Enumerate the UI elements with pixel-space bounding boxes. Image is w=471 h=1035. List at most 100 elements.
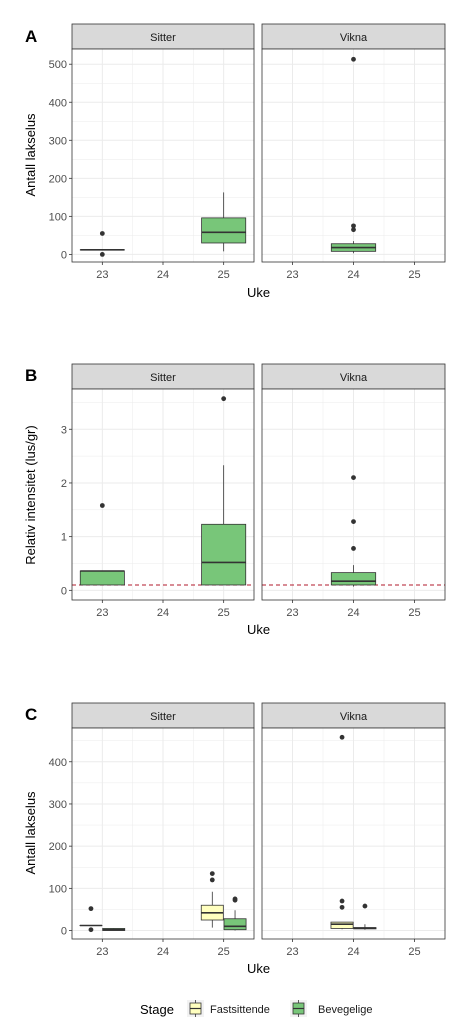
outlier-point bbox=[88, 906, 94, 912]
x-tick-label: 23 bbox=[96, 269, 108, 281]
box-fastsittende bbox=[200, 871, 224, 928]
facet-vikna: Vikna 23 24 25 bbox=[261, 363, 446, 619]
box-bevegelige bbox=[79, 231, 125, 257]
outlier-point bbox=[221, 396, 227, 402]
x-tick-label: 25 bbox=[408, 946, 420, 958]
outlier-point bbox=[351, 475, 356, 480]
box-iqr bbox=[330, 572, 377, 586]
y-tick-label: 300 bbox=[49, 799, 67, 811]
facet-sitter: Sitter 23 24 25 0 100 200 300 400 bbox=[49, 702, 255, 958]
box-iqr bbox=[79, 570, 125, 586]
box-iqr bbox=[201, 217, 247, 244]
box-bevegelige bbox=[201, 396, 247, 586]
facet-strip bbox=[71, 23, 255, 50]
panel-c: C Sitter 23 24 25 0 100 200 300 400 Vikna 23 24 25 Uke… bbox=[23, 702, 446, 976]
facet-label: Vikna bbox=[340, 372, 368, 384]
y-tick-label: 0 bbox=[61, 249, 67, 261]
x-tick-label: 24 bbox=[347, 269, 359, 281]
outlier-point bbox=[99, 503, 105, 508]
box-iqr bbox=[330, 921, 354, 929]
facet-label: Sitter bbox=[150, 32, 176, 44]
x-tick-label: 25 bbox=[218, 269, 230, 281]
x-tick-label: 23 bbox=[96, 607, 108, 619]
panel-border bbox=[261, 727, 446, 940]
panel-border bbox=[71, 727, 255, 940]
box-bevegelige bbox=[353, 903, 377, 930]
facet-strip bbox=[261, 23, 446, 50]
box-iqr bbox=[201, 523, 247, 586]
outlier-point bbox=[339, 898, 345, 904]
box-bevegelige bbox=[330, 475, 377, 587]
facet-strip bbox=[71, 363, 255, 390]
x-tick-label: 25 bbox=[218, 946, 230, 958]
outlier-point bbox=[351, 227, 356, 233]
y-tick-label: 100 bbox=[49, 211, 67, 223]
outlier-point bbox=[351, 56, 356, 62]
y-tick-label: 0 bbox=[61, 926, 67, 938]
legend-title: Stage bbox=[140, 1002, 174, 1017]
y-tick-label: 500 bbox=[49, 59, 67, 71]
legend-key-bevegelige bbox=[290, 1000, 307, 1017]
outlier-point bbox=[351, 519, 356, 525]
panel-border bbox=[71, 388, 255, 601]
facet-sitter: Sitter 23 24 25 0 100 200 300 400 500 bbox=[49, 23, 255, 281]
legend-label-bevegelige: Bevegelige bbox=[318, 1004, 372, 1016]
legend-label-fastsittende: Fastsittende bbox=[210, 1004, 270, 1016]
x-tick-label: 24 bbox=[157, 607, 169, 619]
facet-label: Vikna bbox=[340, 32, 368, 44]
outlier-point bbox=[339, 734, 345, 740]
outlier-point bbox=[99, 231, 105, 236]
panel-letter: C bbox=[25, 705, 37, 724]
x-axis-title: Uke bbox=[247, 622, 270, 637]
x-tick-label: 24 bbox=[347, 607, 359, 619]
x-axis-title: Uke bbox=[247, 961, 270, 976]
x-tick-label: 25 bbox=[218, 607, 230, 619]
outlier-point bbox=[232, 896, 238, 902]
y-axis-title: Relativ intensitet (lus/gr) bbox=[23, 425, 38, 564]
box-bevegelige bbox=[102, 928, 126, 931]
outlier-point bbox=[99, 251, 105, 257]
box-bevegelige bbox=[223, 896, 247, 931]
y-tick-label: 100 bbox=[49, 883, 67, 895]
x-tick-label: 23 bbox=[286, 269, 298, 281]
facet-vikna: Vikna 23 24 25 bbox=[261, 702, 446, 958]
panel-border bbox=[261, 388, 446, 601]
facet-label: Vikna bbox=[340, 711, 368, 723]
outlier-point bbox=[209, 877, 215, 883]
y-axis-title: Antall lakselus bbox=[23, 113, 38, 197]
outlier-point bbox=[339, 904, 345, 910]
box-fastsittende bbox=[79, 906, 103, 933]
box-iqr bbox=[223, 918, 247, 931]
x-tick-label: 24 bbox=[347, 946, 359, 958]
x-tick-label: 23 bbox=[96, 946, 108, 958]
y-axis-title: Antall lakselus bbox=[23, 791, 38, 875]
outlier-point bbox=[351, 223, 356, 229]
y-tick-label: 1 bbox=[61, 532, 67, 544]
x-tick-label: 24 bbox=[157, 946, 169, 958]
facet-strip bbox=[71, 702, 255, 729]
x-tick-label: 25 bbox=[408, 607, 420, 619]
x-tick-label: 23 bbox=[286, 607, 298, 619]
y-tick-label: 300 bbox=[49, 135, 67, 147]
panel-a: A Sitter 23 24 25 0 100 200 300 400 500 Vikna 23 24 25… bbox=[23, 23, 446, 300]
outlier-point bbox=[88, 927, 94, 933]
x-tick-label: 24 bbox=[157, 269, 169, 281]
y-tick-label: 400 bbox=[49, 97, 67, 109]
y-tick-label: 400 bbox=[49, 757, 67, 769]
facet-label: Sitter bbox=[150, 711, 176, 723]
panel-letter: A bbox=[25, 27, 37, 46]
outlier-point bbox=[209, 871, 215, 876]
legend: Stage Fastsittende Bevegelige bbox=[140, 1000, 372, 1017]
x-axis-title: Uke bbox=[247, 285, 270, 300]
box-fastsittende bbox=[330, 734, 354, 930]
outlier-point bbox=[351, 546, 356, 551]
y-tick-label: 200 bbox=[49, 173, 67, 185]
facet-vikna: Vikna 23 24 25 bbox=[261, 23, 446, 281]
y-tick-label: 3 bbox=[61, 424, 67, 436]
x-tick-label: 25 bbox=[408, 269, 420, 281]
box-bevegelige bbox=[201, 192, 247, 252]
y-tick-label: 0 bbox=[61, 585, 67, 597]
